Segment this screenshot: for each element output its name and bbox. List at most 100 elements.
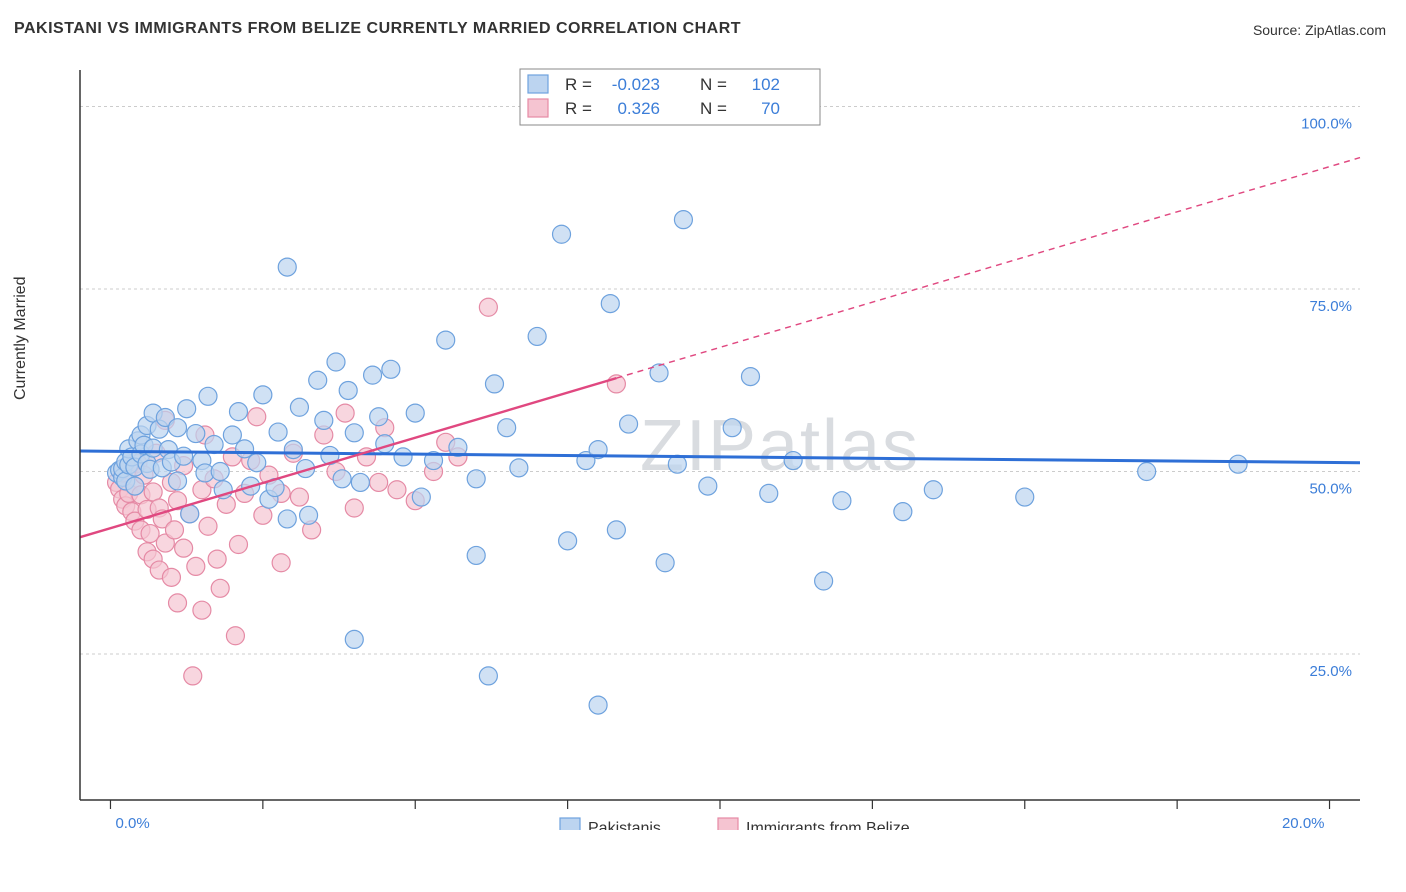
data-point (126, 477, 144, 495)
data-point (199, 387, 217, 405)
data-point (248, 454, 266, 472)
source-prefix: Source: (1253, 22, 1305, 38)
watermark: ZIPatlas (640, 406, 920, 486)
data-point (784, 452, 802, 470)
data-point (760, 484, 778, 502)
svg-text:102: 102 (752, 75, 780, 94)
data-point (467, 546, 485, 564)
data-point (278, 510, 296, 528)
source-label: Source: ZipAtlas.com (1253, 22, 1386, 38)
data-point (254, 506, 272, 524)
data-point (553, 225, 571, 243)
data-point (187, 557, 205, 575)
data-point (229, 403, 247, 421)
data-point (211, 579, 229, 597)
data-point (467, 470, 485, 488)
data-point (370, 473, 388, 491)
data-point (741, 368, 759, 386)
data-point (162, 568, 180, 586)
data-point (528, 327, 546, 345)
data-point (178, 400, 196, 418)
data-point (272, 554, 290, 572)
data-point (833, 492, 851, 510)
data-point (370, 408, 388, 426)
data-point (394, 448, 412, 466)
data-point (208, 550, 226, 568)
data-point (1138, 463, 1156, 481)
data-point (229, 536, 247, 554)
regression-line-extrapolated (616, 158, 1360, 379)
data-point (406, 404, 424, 422)
data-point (479, 298, 497, 316)
data-point (327, 353, 345, 371)
data-point (699, 477, 717, 495)
legend-swatch (528, 99, 548, 117)
x-tick-label: 20.0% (1282, 815, 1325, 830)
data-point (815, 572, 833, 590)
data-point (345, 630, 363, 648)
data-point (345, 424, 363, 442)
legend-label: Immigrants from Belize (746, 820, 910, 830)
data-point (656, 554, 674, 572)
legend-swatch (560, 818, 580, 830)
data-point (479, 667, 497, 685)
data-point (169, 472, 187, 490)
legend-label: Pakistanis (588, 820, 661, 830)
data-point (193, 601, 211, 619)
data-point (607, 521, 625, 539)
chart-title: PAKISTANI VS IMMIGRANTS FROM BELIZE CURR… (14, 20, 741, 38)
data-point (187, 425, 205, 443)
data-point (284, 441, 302, 459)
data-point (315, 411, 333, 429)
data-point (169, 419, 187, 437)
svg-text:R =: R = (565, 75, 592, 94)
x-tick-label: 0.0% (115, 815, 149, 830)
data-point (894, 503, 912, 521)
data-point (589, 696, 607, 714)
data-point (211, 463, 229, 481)
data-point (144, 483, 162, 501)
data-point (165, 521, 183, 539)
data-point (1229, 455, 1247, 473)
data-point (309, 371, 327, 389)
data-point (339, 381, 357, 399)
data-point (336, 404, 354, 422)
data-point (226, 627, 244, 645)
data-point (498, 419, 516, 437)
svg-text:0.326: 0.326 (617, 99, 660, 118)
legend-swatch (718, 818, 738, 830)
svg-text:N =: N = (700, 99, 727, 118)
data-point (269, 423, 287, 441)
data-point (333, 470, 351, 488)
data-point (278, 258, 296, 276)
scatter-chart: 25.0%50.0%75.0%100.0%ZIPatlas0.0%20.0%R … (50, 60, 1380, 830)
data-point (351, 473, 369, 491)
data-point (175, 539, 193, 557)
data-point (559, 532, 577, 550)
data-point (290, 488, 308, 506)
y-axis-label: Currently Married (12, 276, 30, 400)
data-point (382, 360, 400, 378)
data-point (388, 481, 406, 499)
data-point (175, 447, 193, 465)
data-point (510, 459, 528, 477)
data-point (674, 211, 692, 229)
data-point (485, 375, 503, 393)
data-point (620, 415, 638, 433)
source-name: ZipAtlas.com (1305, 22, 1386, 38)
chart-area: 25.0%50.0%75.0%100.0%ZIPatlas0.0%20.0%R … (50, 60, 1380, 830)
data-point (924, 481, 942, 499)
y-tick-label: 75.0% (1309, 298, 1352, 315)
data-point (290, 398, 308, 416)
y-tick-label: 25.0% (1309, 663, 1352, 680)
data-point (300, 506, 318, 524)
data-point (723, 419, 741, 437)
data-point (248, 408, 266, 426)
data-point (254, 386, 272, 404)
data-point (437, 331, 455, 349)
svg-text:-0.023: -0.023 (612, 75, 660, 94)
data-point (412, 488, 430, 506)
data-point (601, 295, 619, 313)
legend-swatch (528, 75, 548, 93)
data-point (1016, 488, 1034, 506)
